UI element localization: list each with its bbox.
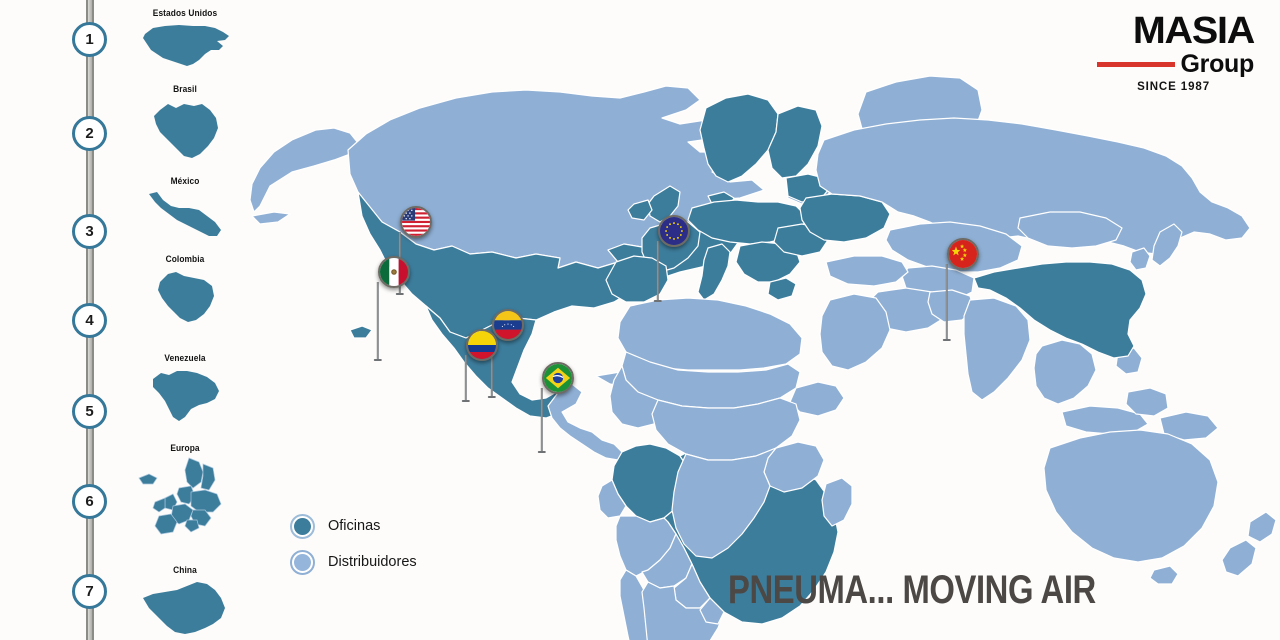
region-india [963, 297, 1031, 401]
flag-co-icon [466, 329, 498, 361]
tagline: PNEUMA... MOVING AIR [728, 568, 1096, 612]
region-central-africa [651, 397, 801, 461]
region-ecuador [597, 479, 627, 519]
sidebar-step-2[interactable]: 2 [72, 116, 107, 151]
region-iberia [605, 255, 669, 303]
sidebar-step-number: 5 [85, 403, 94, 420]
flag-cn-icon [947, 238, 979, 270]
sidebar-shape-europe [110, 454, 260, 536]
distributor-dot-icon [290, 549, 315, 575]
logo-red-bar-icon [1096, 62, 1175, 67]
pin-stem [942, 264, 953, 342]
sidebar-step-5[interactable]: 5 [72, 394, 107, 429]
region-finland [767, 105, 823, 179]
sidebar-shape-mexico [110, 188, 260, 244]
sidebar-label-venezuela: Venezuela [164, 353, 206, 364]
sidebar-shape-colombia [110, 266, 260, 328]
map-legend: Oficinas Distribuidores [290, 508, 417, 580]
region-korea [1129, 247, 1151, 271]
sidebar-step-3[interactable]: 3 [72, 214, 107, 249]
region-argentina [641, 581, 725, 640]
logo-since-text: SINCE 1987 [1137, 81, 1210, 93]
pin-stem [487, 335, 498, 399]
sidebar-step-1[interactable]: 1 [72, 22, 107, 57]
region-indonesia [1061, 405, 1149, 435]
region-west-africa [609, 365, 665, 429]
sidebar-step-number: 6 [85, 493, 94, 510]
masia-group-logo: MASIA Group SINCE 1987 [1064, 12, 1255, 93]
country-sidebar: Estados Unidos 1 Brasil 2 México 3 Colom… [0, 0, 230, 640]
region-china [973, 261, 1147, 359]
sidebar-step-number: 7 [85, 583, 94, 600]
region-alaska [249, 127, 359, 213]
flag-ve-icon [492, 309, 524, 341]
office-dot-icon [290, 513, 315, 539]
sidebar-label-mexico: México [170, 176, 200, 187]
sidebar-step-number: 1 [85, 31, 94, 48]
logo-group-text: Group [1180, 50, 1255, 78]
region-italy [697, 243, 731, 301]
region-turkey [825, 255, 909, 287]
flag-br-icon [542, 362, 574, 394]
region-afghanistan [927, 289, 975, 323]
pin-stem [373, 282, 384, 362]
legend-item-oficinas: Oficinas [290, 508, 417, 544]
region-ireland [627, 199, 653, 221]
legend-label-distribuidores: Distribuidores [328, 554, 417, 570]
sidebar-step-number: 4 [85, 312, 94, 329]
sidebar-label-colombia: Colombia [165, 254, 205, 265]
pin-stem [461, 355, 472, 403]
legend-label-oficinas: Oficinas [328, 518, 381, 534]
region-central-america [547, 383, 623, 461]
region-australia [1043, 429, 1219, 563]
region-madagascar [821, 477, 853, 527]
sidebar-step-6[interactable]: 6 [72, 484, 107, 519]
flag-mx-icon [378, 256, 410, 288]
sidebar-label-china: China [173, 565, 197, 576]
region-southern-africa [671, 447, 777, 559]
sidebar-shape-brazil [110, 96, 260, 162]
region-tasmania [1149, 565, 1179, 585]
sidebar-step-4[interactable]: 4 [72, 303, 107, 338]
sidebar-shape-venezuela [110, 365, 260, 427]
sidebar-step-number: 3 [85, 223, 94, 240]
legend-item-distribuidores: Distribuidores [290, 544, 417, 580]
flag-eu-icon [658, 215, 690, 247]
region-borneo [1125, 387, 1169, 417]
region-scandinavia [699, 93, 779, 183]
pin-stem [653, 241, 664, 303]
region-uruguay [699, 597, 725, 625]
sidebar-shape-china [110, 576, 260, 638]
region-new-zealand-n [1247, 511, 1277, 543]
sidebar-label-europa: Europa [170, 443, 200, 454]
sidebar-shape-usa [110, 20, 260, 72]
sidebar-step-7[interactable]: 7 [72, 574, 107, 609]
sidebar-step-number: 2 [85, 125, 94, 142]
region-hawaii [349, 325, 373, 339]
flag-us-icon [400, 206, 432, 238]
logo-subline: Group [1064, 52, 1254, 77]
logo-wordmark: MASIA [1132, 10, 1255, 52]
region-sea [1033, 339, 1097, 405]
region-new-zealand-s [1221, 539, 1257, 577]
region-japan [1151, 223, 1183, 267]
region-aleutians [251, 211, 291, 225]
region-mongolia [1017, 211, 1123, 249]
sidebar-label-estados-unidos: Estados Unidos [152, 8, 218, 19]
region-greece [767, 277, 797, 301]
region-arabia [819, 293, 891, 371]
pin-stem [537, 388, 548, 454]
region-north-africa [617, 297, 803, 371]
sidebar-label-brasil: Brasil [173, 84, 197, 95]
